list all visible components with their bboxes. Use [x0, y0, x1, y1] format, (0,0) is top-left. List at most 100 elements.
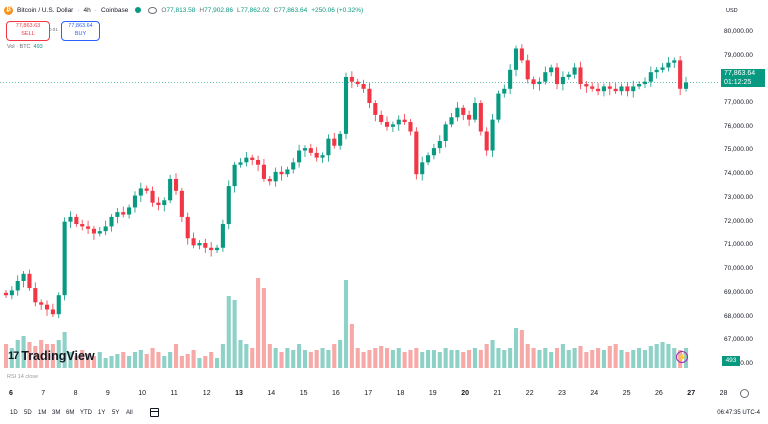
volume-bar — [496, 348, 501, 368]
time-tick-label: 25 — [622, 390, 631, 397]
volume-bar — [203, 356, 208, 368]
range-button-1y[interactable]: 1Y — [98, 410, 106, 416]
volume-bar — [355, 348, 360, 368]
candle — [238, 162, 243, 165]
volume-bar — [56, 340, 61, 368]
candle — [519, 48, 524, 61]
sell-price: 77,863.63 — [15, 23, 41, 29]
price-tick-label: 68,000.00 — [724, 312, 753, 320]
candle — [156, 202, 161, 206]
candle — [220, 224, 225, 248]
range-button-ytd[interactable]: YTD — [80, 410, 92, 416]
currency-label[interactable]: USD — [726, 8, 738, 14]
calendar-icon[interactable] — [150, 408, 159, 417]
range-button-6m[interactable]: 6M — [66, 410, 75, 416]
candle — [197, 243, 202, 246]
candle — [531, 79, 536, 85]
exchange-label[interactable]: Coinbase — [100, 6, 129, 14]
flash-icon[interactable]: ⚡ — [676, 351, 688, 363]
volume-bar — [379, 346, 384, 368]
symbol-name[interactable]: Bitcoin / U.S. Dollar — [17, 6, 74, 14]
time-axis[interactable]: 6 7 8 9 10 11 12 13 14 15 16 17 18 19 20 21 22 23 24 25 26 27… — [0, 385, 727, 405]
price-tick-label: 70,000.00 — [724, 265, 753, 273]
candle — [402, 119, 407, 123]
close-value: 77,863.64 — [278, 6, 308, 14]
volume-bar — [437, 352, 442, 368]
volume-bar — [86, 354, 91, 368]
candle — [472, 103, 478, 120]
candle — [326, 138, 331, 156]
candle — [127, 207, 132, 215]
volume-bar — [513, 328, 519, 368]
volume-bar — [607, 346, 612, 368]
range-button-5d[interactable]: 5D — [24, 410, 32, 416]
gear-icon[interactable] — [740, 389, 749, 398]
candle — [209, 247, 214, 251]
price-tick-label: 72,000.00 — [724, 217, 753, 225]
volume-bar — [115, 354, 120, 368]
volume-bar — [531, 348, 536, 368]
candle — [367, 88, 372, 104]
range-button-1d[interactable]: 1D — [10, 410, 18, 416]
range-button-all[interactable]: All — [126, 410, 133, 416]
volume-bar — [150, 348, 155, 368]
volume-bar — [156, 352, 161, 368]
volume-bar — [332, 344, 337, 368]
candle — [267, 178, 272, 182]
candle — [320, 155, 325, 158]
candle — [179, 190, 184, 217]
candle — [590, 86, 595, 89]
volume-bar — [560, 344, 565, 368]
tradingview-logo[interactable]: 17 TradingView — [8, 349, 95, 363]
volume-bar — [402, 352, 407, 368]
volume-bar — [162, 356, 167, 368]
candle — [414, 131, 419, 175]
volume-bar — [261, 288, 266, 368]
price-tick-label: 77,000.00 — [724, 99, 753, 107]
buy-button[interactable]: 77,863.64 BUY — [61, 21, 100, 41]
price-chart[interactable] — [0, 0, 720, 385]
volume-bar — [132, 352, 138, 368]
candle — [56, 295, 61, 315]
volume-bar — [62, 332, 67, 368]
candle — [150, 190, 155, 203]
volume-legend[interactable]: Vol · BTC 493 — [7, 44, 43, 50]
volume-bar — [297, 344, 302, 368]
range-button-1m[interactable]: 1M — [38, 410, 47, 416]
interval-label[interactable]: 4h — [83, 6, 91, 14]
time-tick-label: 9 — [105, 390, 110, 397]
volume-bar — [537, 350, 542, 368]
candle — [74, 216, 79, 225]
tradingview-logo-icon: 17 — [8, 350, 19, 362]
candle — [572, 67, 577, 75]
candle — [449, 117, 454, 125]
volume-bar — [44, 344, 50, 368]
volume-bar — [472, 348, 478, 368]
sell-button[interactable]: 77,863.63 SELL — [6, 21, 50, 41]
candle — [408, 122, 413, 132]
candle — [513, 48, 519, 70]
price-tick-label: 67,000.00 — [724, 336, 753, 344]
price-axis[interactable]: 80,000.0079,000.0078,000.0077,000.0076,0… — [720, 0, 768, 372]
buy-price: 77,863.64 — [68, 23, 93, 29]
range-button-3m[interactable]: 3M — [52, 410, 61, 416]
volume-bar — [613, 344, 618, 368]
range-button-5y[interactable]: 5Y — [112, 410, 120, 416]
volume-bar — [168, 352, 173, 368]
volume-badge: 493 — [722, 356, 740, 366]
candle — [355, 81, 360, 85]
candle — [138, 188, 143, 196]
rsi-indicator-label[interactable]: RSI 14 close — [7, 374, 39, 380]
candle — [443, 124, 448, 141]
volume-bar — [302, 350, 308, 368]
candle — [308, 148, 313, 153]
candle — [578, 67, 583, 85]
candle — [273, 171, 278, 182]
volume-bar — [138, 350, 143, 368]
candle — [162, 200, 167, 206]
candle — [302, 148, 308, 151]
clock-label[interactable]: 06:47:35 UTC-4 — [717, 410, 760, 416]
candle — [21, 273, 26, 281]
eye-icon[interactable] — [148, 6, 158, 14]
volume-bar — [197, 358, 202, 368]
